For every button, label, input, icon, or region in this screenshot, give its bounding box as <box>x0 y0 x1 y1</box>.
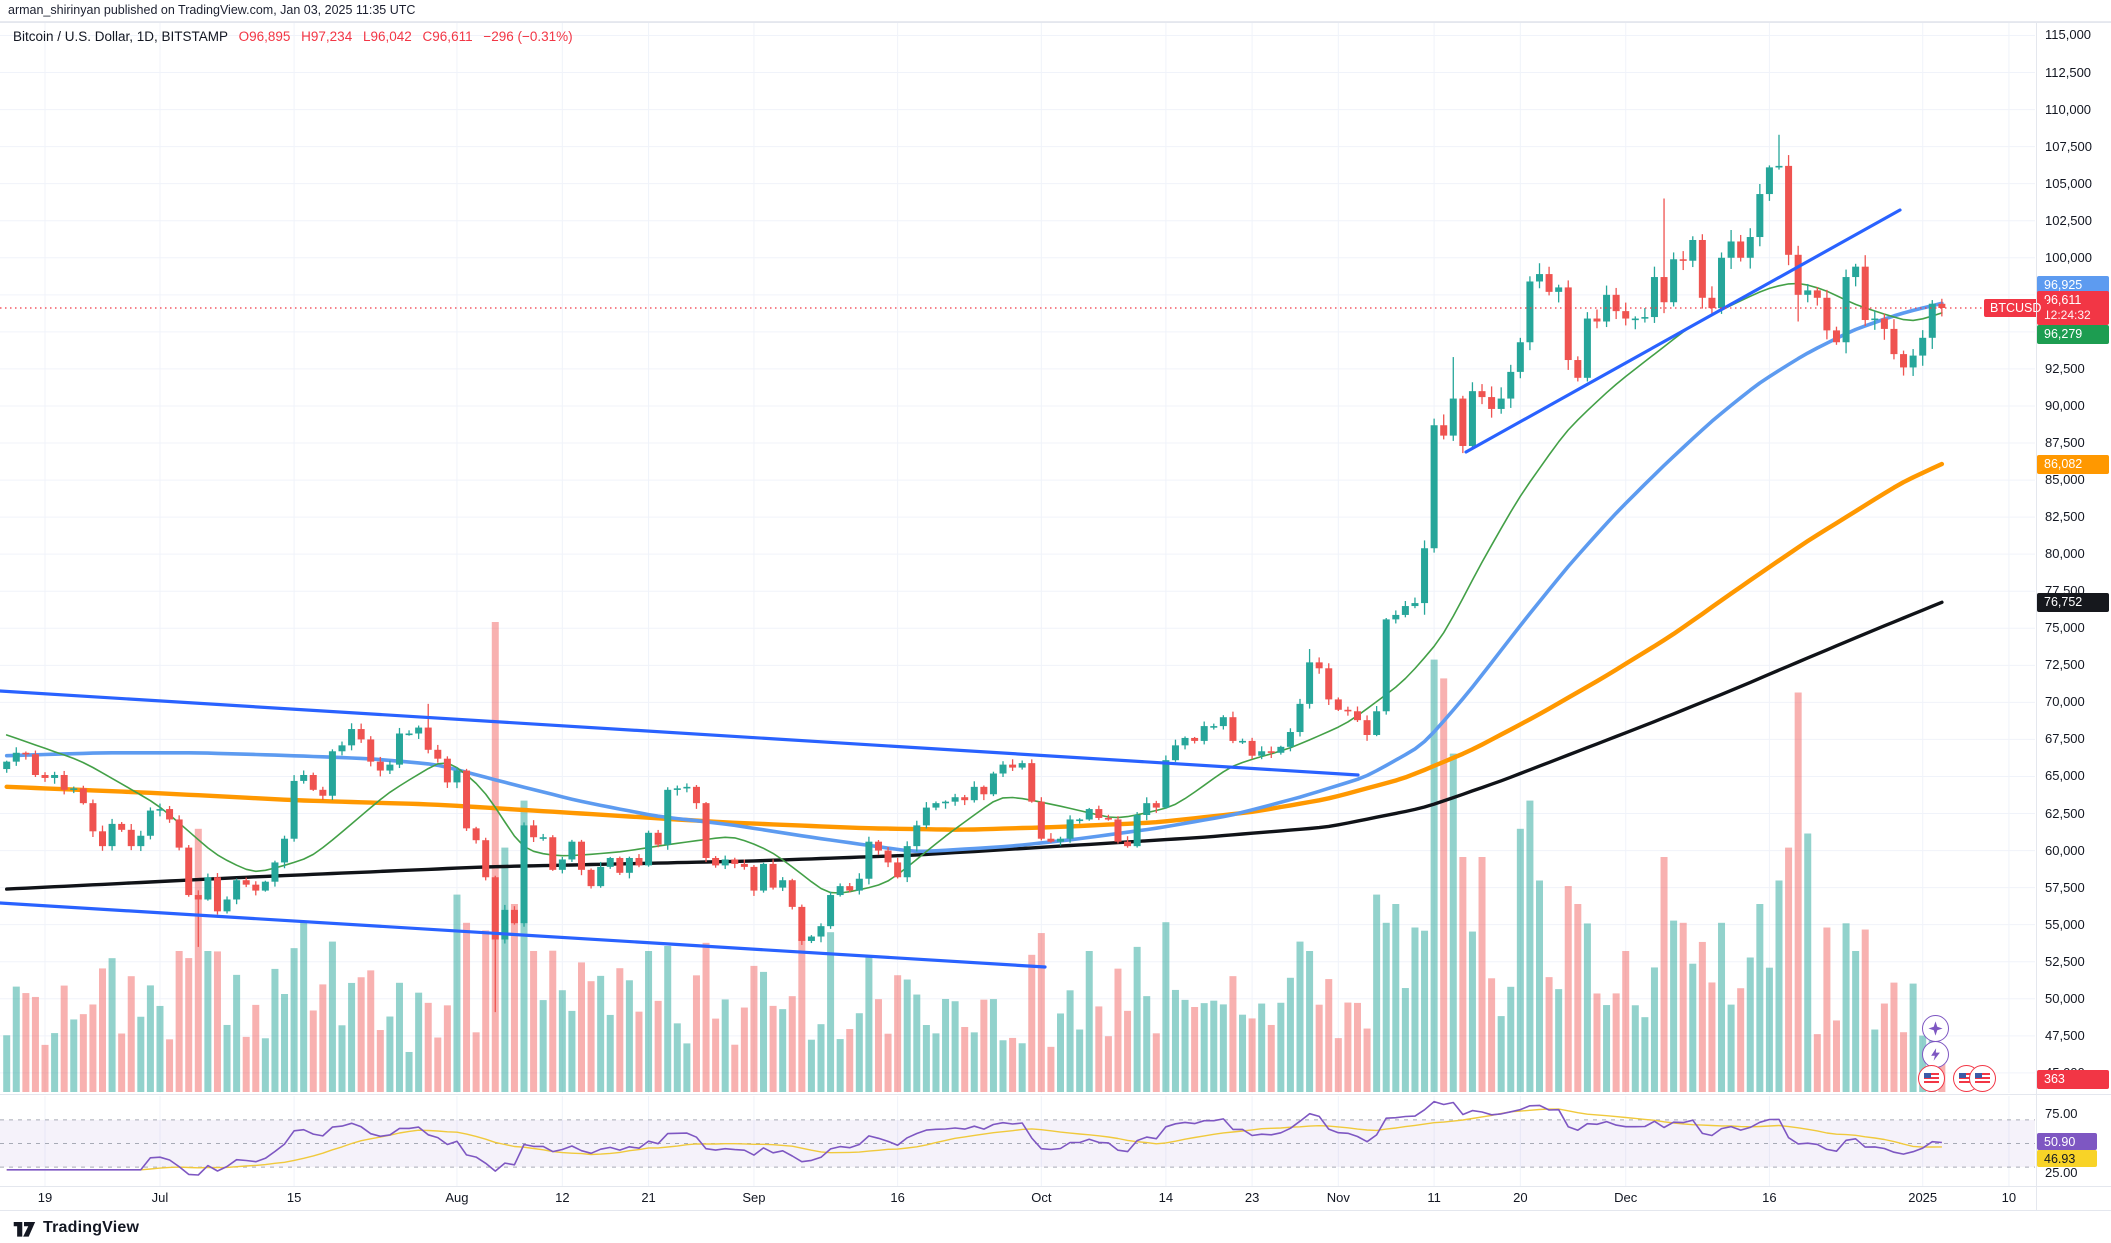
price-axis-label: 110,000 <box>2045 101 2092 117</box>
time-axis-label: 10 <box>2001 1190 2017 1205</box>
price-axis-label: 90,000 <box>2045 397 2085 413</box>
ma-fast-value-tag: 96,279 <box>2037 325 2109 345</box>
tradingview-logo-icon <box>13 1222 36 1237</box>
price-axis-label: 85,000 <box>2045 472 2085 488</box>
volume-value-tag: 363 <box>2037 1069 2109 1089</box>
ohlc-close: C96,611 <box>422 29 473 44</box>
symbol-description[interactable]: Bitcoin / U.S. Dollar, 1D, BITSTAMP <box>13 29 228 44</box>
time-axis-label: 21 <box>641 1190 656 1205</box>
lightning-event-icon[interactable] <box>1921 1040 1949 1068</box>
ohlc-high: H97,234 <box>301 29 353 44</box>
rsi-upper-level-label: 75.00 <box>2045 1106 2078 1121</box>
attribution-bar: arman_shirinyan published on TradingView… <box>0 0 2111 22</box>
price-axis-label: 82,500 <box>2045 509 2085 525</box>
flag-event-icon[interactable] <box>1968 1064 1996 1092</box>
rsi-lower-level-label: 25.00 <box>2045 1165 2078 1180</box>
price-axis-label: 65,000 <box>2045 768 2085 784</box>
time-axis-label: Dec <box>1614 1190 1638 1205</box>
rsi-value-tag: 50.90 <box>2037 1133 2097 1150</box>
time-axis-label: Jul <box>151 1190 169 1205</box>
time-axis-label: 2025 <box>1908 1190 1938 1205</box>
time-axis-label: 11 <box>1427 1190 1441 1205</box>
ohlc-open: O96,895 <box>238 29 291 44</box>
ohlc-change: −296 (−0.31%) <box>483 29 573 44</box>
price-axis-label: 115,000 <box>2045 27 2092 43</box>
price-axis-label: 47,500 <box>2045 1027 2085 1043</box>
price-axis-label: 105,000 <box>2045 175 2092 191</box>
symbol-price-tag: BTCUSD <box>1984 299 2048 317</box>
price-axis-label: 55,000 <box>2045 916 2085 932</box>
price-axis-label: 107,500 <box>2045 138 2092 154</box>
last-price-tag: 96,611 12:24:32 <box>2037 291 2109 325</box>
time-axis-label: Nov <box>1326 1190 1350 1205</box>
attribution-text: arman_shirinyan published on TradingView… <box>8 3 416 17</box>
price-axis-label: 75,000 <box>2045 620 2085 636</box>
price-axis-label: 52,500 <box>2045 953 2085 969</box>
rsi-ma-value-tag: 46.93 <box>2037 1150 2097 1167</box>
time-axis-label: 19 <box>37 1190 53 1205</box>
time-axis-bottom-border <box>0 1210 2111 1211</box>
chart-legend: Bitcoin / U.S. Dollar, 1D, BITSTAMP O96,… <box>13 29 573 44</box>
price-axis-label: 60,000 <box>2045 842 2085 858</box>
ma100-value-tag: 86,082 <box>2037 454 2109 474</box>
ohlc-low: L96,042 <box>362 29 412 44</box>
time-axis-label: 23 <box>1244 1190 1260 1205</box>
price-axis-label: 62,500 <box>2045 805 2085 821</box>
time-axis-label: 20 <box>1513 1190 1528 1205</box>
time-axis-label: 16 <box>890 1190 905 1205</box>
time-axis-label: 16 <box>1762 1190 1777 1205</box>
ma200-value-tag: 76,752 <box>2037 592 2109 612</box>
price-axis-label: 80,000 <box>2045 546 2085 562</box>
price-axis-border <box>2036 22 2037 1210</box>
time-axis-label: Sep <box>742 1190 766 1205</box>
price-axis-label: 102,500 <box>2045 212 2092 228</box>
pane-separator[interactable] <box>0 1094 2111 1095</box>
price-axis-label: 57,500 <box>2045 879 2085 895</box>
sparkle-event-icon[interactable] <box>1921 1014 1949 1042</box>
price-axis-label: 87,500 <box>2045 435 2085 451</box>
price-axis-label: 70,000 <box>2045 694 2085 710</box>
price-axis-label: 67,500 <box>2045 731 2085 747</box>
price-axis-label: 92,500 <box>2045 360 2085 376</box>
time-axis-label: 15 <box>286 1190 302 1205</box>
tradingview-logo[interactable]: TradingView <box>12 1216 139 1240</box>
flag-event-icon[interactable] <box>1917 1064 1945 1092</box>
price-axis-label: 72,500 <box>2045 657 2085 673</box>
time-axis-label: 12 <box>555 1190 570 1205</box>
pane-top-border <box>0 22 2111 23</box>
tradingview-logo-text: TradingView <box>43 1219 140 1236</box>
price-axis-label: 50,000 <box>2045 990 2085 1006</box>
time-axis-label: Oct <box>1031 1190 1052 1205</box>
time-axis-label: 14 <box>1158 1190 1174 1205</box>
price-axis-label: 100,000 <box>2045 249 2092 265</box>
rsi-pane-bottom-border <box>0 1186 2111 1187</box>
ma50-value-tag: 96,925 <box>2037 275 2109 295</box>
time-axis-label: Aug <box>445 1190 469 1205</box>
price-axis-label: 112,500 <box>2045 64 2092 80</box>
